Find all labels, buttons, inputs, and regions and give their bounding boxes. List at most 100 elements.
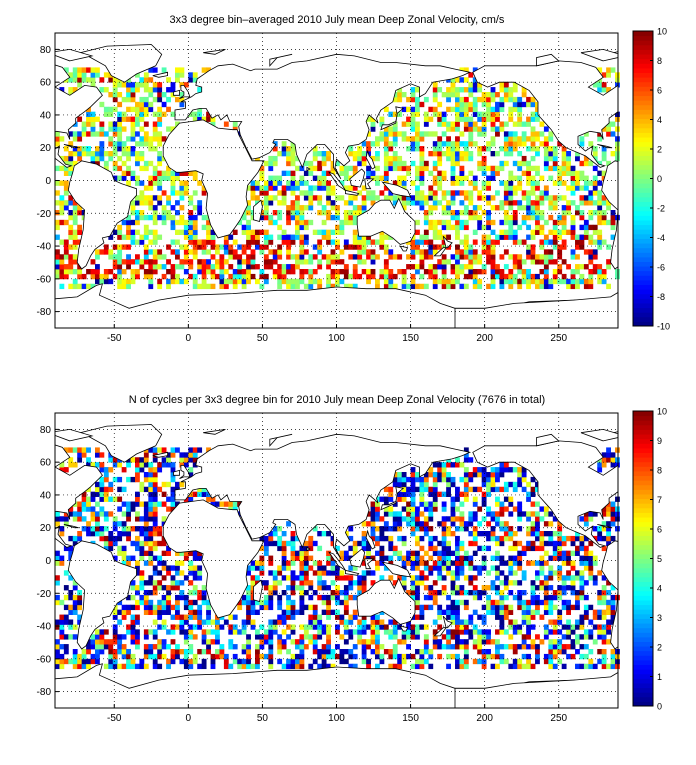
bin-cell xyxy=(95,117,100,122)
bin-cell xyxy=(179,590,184,595)
bin-cell xyxy=(64,244,69,249)
bin-cell xyxy=(73,605,78,610)
bin-cell xyxy=(495,551,500,556)
bin-cell xyxy=(193,659,198,664)
bin-cell xyxy=(144,477,149,482)
bin-cell xyxy=(135,176,140,181)
bin-cell xyxy=(139,541,144,546)
bin-cell xyxy=(455,244,460,249)
bin-cell xyxy=(268,161,273,166)
bin-cell xyxy=(419,664,424,669)
bin-cell xyxy=(126,462,131,467)
bin-cell xyxy=(126,536,131,541)
bin-cell xyxy=(153,521,158,526)
bin-cell xyxy=(477,97,482,102)
bin-cell xyxy=(55,259,60,264)
bin-cell xyxy=(451,264,456,269)
bin-cell xyxy=(282,185,287,190)
bin-cell xyxy=(379,620,384,625)
bin-cell xyxy=(113,166,118,171)
bin-cell xyxy=(446,141,451,146)
bin-cell xyxy=(357,205,362,210)
bin-cell xyxy=(304,195,309,200)
bin-cell xyxy=(108,659,113,664)
bin-cell xyxy=(188,561,193,566)
bin-cell xyxy=(562,210,567,215)
bin-cell xyxy=(95,279,100,284)
bin-cell xyxy=(233,240,238,245)
bin-cell xyxy=(117,664,122,669)
bin-cell xyxy=(95,131,100,136)
bin-cell xyxy=(131,171,136,176)
bin-cell xyxy=(393,551,398,556)
bin-cell xyxy=(482,654,487,659)
bin-cell xyxy=(291,624,296,629)
bin-cell xyxy=(251,580,256,585)
bin-cell xyxy=(322,156,327,161)
bin-cell xyxy=(539,536,544,541)
bin-cell xyxy=(486,649,491,654)
bin-cell xyxy=(286,205,291,210)
bin-cell xyxy=(166,605,171,610)
bin-cell xyxy=(473,279,478,284)
bin-cell xyxy=(544,585,549,590)
bin-cell xyxy=(202,284,207,289)
bin-cell xyxy=(299,244,304,249)
colorbar-swatch xyxy=(633,303,653,308)
bin-cell xyxy=(548,279,553,284)
bin-cell xyxy=(286,249,291,254)
bin-cell xyxy=(157,531,162,536)
bin-cell xyxy=(299,634,304,639)
colorbar-swatch xyxy=(633,285,653,290)
bin-cell xyxy=(508,546,513,551)
bin-cell xyxy=(442,259,447,264)
bin-cell xyxy=(411,477,416,482)
bin-cell xyxy=(317,200,322,205)
bin-cell xyxy=(491,531,496,536)
bin-cell xyxy=(535,166,540,171)
bin-cell xyxy=(388,131,393,136)
bin-cell xyxy=(166,77,171,82)
bin-cell xyxy=(144,521,149,526)
bin-cell xyxy=(277,264,282,269)
bin-cell xyxy=(499,200,504,205)
bin-cell xyxy=(508,195,513,200)
bin-cell xyxy=(424,249,429,254)
bin-cell xyxy=(135,516,140,521)
bin-cell xyxy=(55,190,60,195)
bin-cell xyxy=(495,472,500,477)
bin-cell xyxy=(584,644,589,649)
bin-cell xyxy=(455,610,460,615)
bin-cell xyxy=(419,156,424,161)
bin-cell xyxy=(437,112,442,117)
bin-cell xyxy=(126,235,131,240)
bin-cell xyxy=(473,526,478,531)
bin-cell xyxy=(482,156,487,161)
bin-cell xyxy=(504,629,509,634)
bin-cell xyxy=(491,244,496,249)
colorbar-swatch xyxy=(633,261,653,266)
bin-cell xyxy=(304,181,309,186)
bin-cell xyxy=(388,541,393,546)
bin-cell xyxy=(446,664,451,669)
bin-cell xyxy=(406,492,411,497)
bin-cell xyxy=(544,126,549,131)
bin-cell xyxy=(291,664,296,669)
bin-cell xyxy=(99,146,104,151)
bin-cell xyxy=(411,195,416,200)
bin-cell xyxy=(562,590,567,595)
bin-cell xyxy=(73,67,78,72)
bin-cell xyxy=(326,610,331,615)
bin-cell xyxy=(393,151,398,156)
bin-cell xyxy=(82,659,87,664)
bin-cell xyxy=(424,117,429,122)
bin-cell xyxy=(166,244,171,249)
bin-cell xyxy=(539,531,544,536)
bin-cell xyxy=(579,570,584,575)
bin-cell xyxy=(571,235,576,240)
bin-cell xyxy=(131,615,136,620)
bin-cell xyxy=(55,136,60,141)
bin-cell xyxy=(557,181,562,186)
colorbar-swatch xyxy=(633,229,653,234)
bin-cell xyxy=(113,536,118,541)
